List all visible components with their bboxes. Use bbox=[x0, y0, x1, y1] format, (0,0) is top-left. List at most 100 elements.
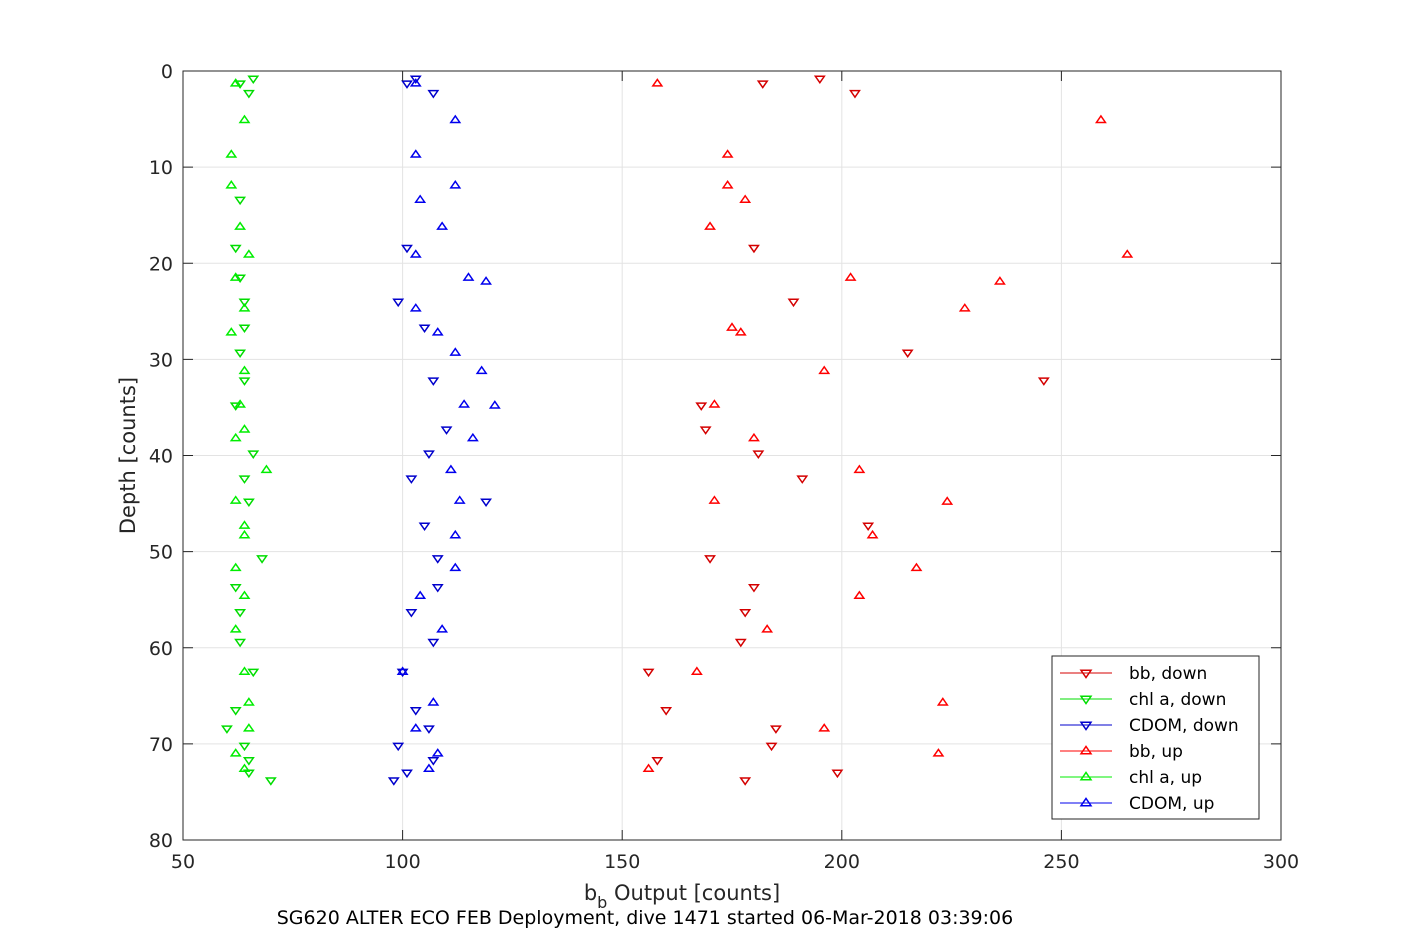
data-point bbox=[726, 322, 738, 331]
data-point bbox=[739, 609, 752, 618]
data-point bbox=[405, 609, 418, 618]
data-point bbox=[651, 757, 664, 766]
series-chl-a-down bbox=[220, 75, 277, 786]
data-point bbox=[427, 697, 440, 706]
data-point bbox=[642, 668, 655, 678]
data-point bbox=[409, 303, 422, 312]
x-tick-label: 150 bbox=[604, 851, 640, 873]
data-point bbox=[853, 464, 866, 474]
data-point bbox=[264, 777, 277, 786]
y-tick-label: 70 bbox=[149, 734, 173, 756]
data-point bbox=[242, 697, 255, 706]
y-tick-label: 50 bbox=[149, 542, 173, 564]
data-point bbox=[440, 426, 453, 435]
data-point bbox=[818, 723, 831, 732]
data-point bbox=[936, 697, 949, 706]
data-point bbox=[225, 149, 238, 158]
data-point bbox=[409, 149, 422, 158]
data-point bbox=[488, 400, 501, 409]
data-point bbox=[699, 426, 712, 435]
data-point bbox=[853, 590, 866, 600]
data-point bbox=[401, 769, 413, 779]
data-point bbox=[238, 742, 251, 752]
data-point bbox=[734, 638, 747, 648]
data-point bbox=[431, 748, 444, 757]
data-point bbox=[242, 89, 255, 99]
data-point bbox=[475, 365, 488, 375]
data-point bbox=[405, 475, 418, 484]
series-bb-down bbox=[642, 75, 1050, 786]
data-point bbox=[229, 432, 242, 442]
data-point bbox=[234, 80, 247, 89]
data-point bbox=[229, 562, 242, 572]
data-point bbox=[414, 194, 427, 203]
legend-marker bbox=[1079, 771, 1093, 781]
data-point bbox=[993, 276, 1006, 285]
y-tick-label: 40 bbox=[149, 446, 173, 468]
x-tick-label: 200 bbox=[824, 851, 860, 873]
x-axis-label-subscript: b bbox=[597, 893, 607, 912]
data-point bbox=[242, 249, 255, 258]
x-tick-label: 50 bbox=[171, 851, 195, 873]
data-point bbox=[238, 666, 251, 675]
data-point bbox=[866, 529, 879, 539]
data-point bbox=[480, 276, 492, 285]
data-point bbox=[466, 432, 479, 442]
legend-box bbox=[1051, 655, 1260, 820]
data-point bbox=[739, 194, 752, 203]
legend-label: chl a, up bbox=[1129, 768, 1202, 788]
data-point bbox=[431, 327, 444, 336]
legend-marker bbox=[1079, 745, 1093, 755]
data-point bbox=[849, 89, 861, 99]
data-point bbox=[813, 75, 826, 85]
data-point bbox=[449, 114, 462, 124]
data-point bbox=[229, 495, 242, 504]
data-point bbox=[739, 777, 752, 786]
data-point bbox=[436, 624, 449, 633]
series-cdom-down bbox=[387, 75, 492, 786]
data-point bbox=[225, 327, 238, 336]
data-point bbox=[238, 324, 251, 334]
data-point bbox=[392, 298, 405, 308]
data-point bbox=[234, 274, 247, 284]
legend-marker bbox=[1079, 695, 1093, 705]
data-point bbox=[238, 365, 251, 375]
y-tick-label: 20 bbox=[149, 253, 173, 275]
data-point bbox=[234, 349, 247, 359]
data-point bbox=[242, 498, 255, 508]
data-point bbox=[238, 303, 251, 312]
data-point bbox=[238, 763, 251, 773]
data-point bbox=[708, 495, 721, 504]
data-point bbox=[256, 555, 268, 564]
data-point bbox=[449, 529, 462, 539]
data-point bbox=[756, 80, 769, 89]
data-point bbox=[480, 498, 492, 508]
data-point bbox=[1037, 377, 1050, 386]
data-point bbox=[721, 149, 734, 158]
data-point bbox=[818, 365, 831, 375]
x-axis-label-main: b bbox=[584, 881, 597, 905]
data-point bbox=[242, 723, 255, 732]
legend-marker bbox=[1079, 797, 1093, 807]
data-point bbox=[234, 221, 247, 230]
data-point bbox=[449, 180, 462, 189]
data-point bbox=[414, 590, 427, 600]
data-point bbox=[431, 555, 444, 564]
data-point bbox=[409, 78, 422, 87]
data-point bbox=[704, 555, 716, 564]
data-point bbox=[1094, 114, 1107, 124]
data-point bbox=[229, 748, 242, 757]
data-point bbox=[409, 723, 422, 732]
series-bb-up bbox=[642, 78, 1134, 773]
data-point bbox=[401, 80, 413, 89]
series-chl-a-up bbox=[225, 78, 273, 773]
data-point bbox=[1121, 249, 1134, 258]
data-point bbox=[642, 763, 655, 773]
y-tick-label: 0 bbox=[161, 61, 173, 83]
data-point bbox=[238, 377, 251, 386]
data-point bbox=[409, 249, 422, 258]
data-point bbox=[392, 742, 405, 752]
tick-labels: 50 100 150 200 250 300 0 10 20 30 40 50 60 70 80 bbox=[149, 61, 1299, 873]
data-point bbox=[229, 624, 242, 633]
